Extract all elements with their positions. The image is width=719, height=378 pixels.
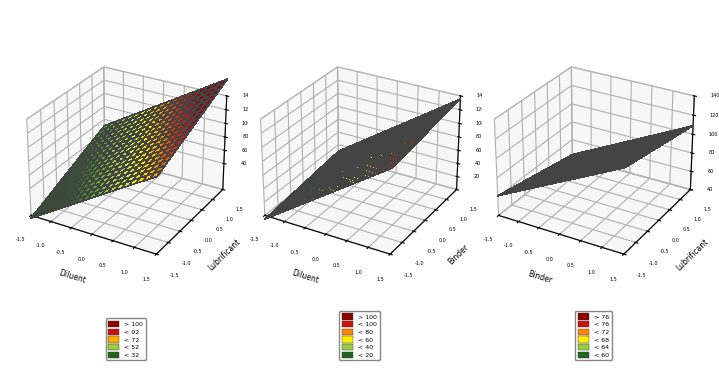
Legend: > 100, < 92, < 72, < 52, < 32: > 100, < 92, < 72, < 52, < 32 xyxy=(106,318,146,361)
Y-axis label: Binder: Binder xyxy=(446,243,470,266)
Legend: > 76, < 76, < 72, < 68, < 64, < 60: > 76, < 76, < 72, < 68, < 64, < 60 xyxy=(575,311,612,361)
X-axis label: Binder: Binder xyxy=(526,269,553,285)
X-axis label: Diluent: Diluent xyxy=(291,269,321,286)
Legend: > 100, < 100, < 80, < 60, < 40, < 20: > 100, < 100, < 80, < 60, < 40, < 20 xyxy=(339,311,380,361)
Y-axis label: Lubrificant: Lubrificant xyxy=(206,237,242,272)
X-axis label: Diluent: Diluent xyxy=(58,269,86,286)
Y-axis label: Lubrificant: Lubrificant xyxy=(674,237,710,272)
